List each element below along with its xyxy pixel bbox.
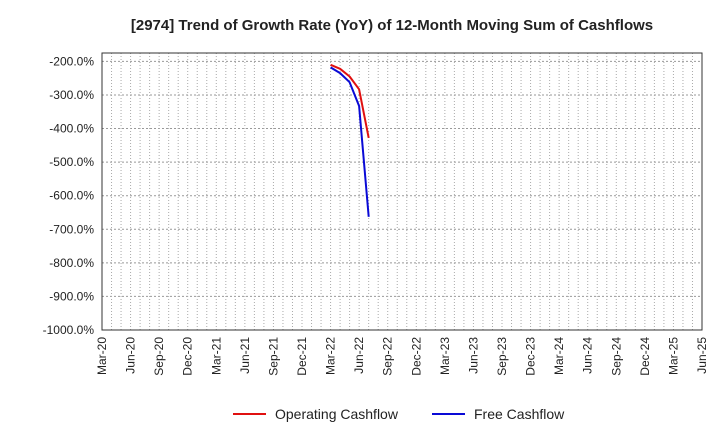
y-tick-label: -500.0% [49, 155, 94, 169]
x-tick-label: Sep-20 [152, 337, 166, 376]
x-tick-label: Jun-23 [466, 337, 480, 374]
chart-title: [2974] Trend of Growth Rate (YoY) of 12-… [131, 17, 653, 34]
x-tick-label: Jun-21 [238, 337, 252, 374]
x-tick-label: Jun-22 [352, 337, 366, 374]
plot-area-border [101, 52, 703, 331]
x-tick-label: Sep-23 [495, 337, 509, 376]
grid-lines [102, 53, 702, 331]
x-tick-label: Dec-24 [638, 337, 652, 376]
y-tick-label: -200.0% [49, 54, 94, 68]
y-tick-label: -700.0% [49, 222, 94, 236]
series-line-operating-cashflow [330, 63, 370, 139]
y-tick-label: -300.0% [49, 88, 94, 102]
y-tick-label: -800.0% [49, 256, 94, 270]
x-tick-label: Dec-21 [295, 337, 309, 376]
x-tick-label: Sep-21 [266, 337, 280, 376]
series-lines [330, 63, 370, 217]
x-tick-label: Dec-22 [409, 337, 423, 376]
x-axis-ticks: Mar-20 Jun-20 Sep-20 Dec-20 Mar-21 Jun-21 Sep-… [95, 337, 709, 376]
series-line-free-cashflow [330, 66, 370, 217]
x-tick-label: Jun-25 [695, 337, 709, 374]
legend-label-free-cashflow: Free Cashflow [474, 406, 565, 422]
x-tick-label: Sep-22 [381, 337, 395, 376]
x-tick-label: Mar-23 [438, 337, 452, 375]
x-tick-label: Mar-24 [552, 337, 566, 375]
y-tick-label: -600.0% [49, 189, 94, 203]
x-tick-label: Jun-24 [581, 337, 595, 374]
x-tick-label: Dec-20 [181, 337, 195, 376]
x-tick-label: Mar-20 [95, 337, 109, 375]
legend-label-operating-cashflow: Operating Cashflow [275, 406, 399, 422]
x-tick-label: Sep-24 [609, 337, 623, 376]
x-tick-label: Mar-21 [209, 337, 223, 375]
y-tick-label: -400.0% [49, 122, 94, 136]
x-tick-label: Mar-25 [666, 337, 680, 375]
x-tick-label: Mar-22 [324, 337, 338, 375]
x-tick-label: Jun-20 [124, 337, 138, 374]
y-tick-label: -1000.0% [43, 323, 95, 337]
legend: Operating Cashflow Free Cashflow [233, 406, 565, 422]
y-axis-ticks: -200.0% -300.0% -400.0% -500.0% -600.0% -700.… [43, 54, 95, 337]
x-tick-label: Dec-23 [524, 337, 538, 376]
y-tick-label: -900.0% [49, 289, 94, 303]
